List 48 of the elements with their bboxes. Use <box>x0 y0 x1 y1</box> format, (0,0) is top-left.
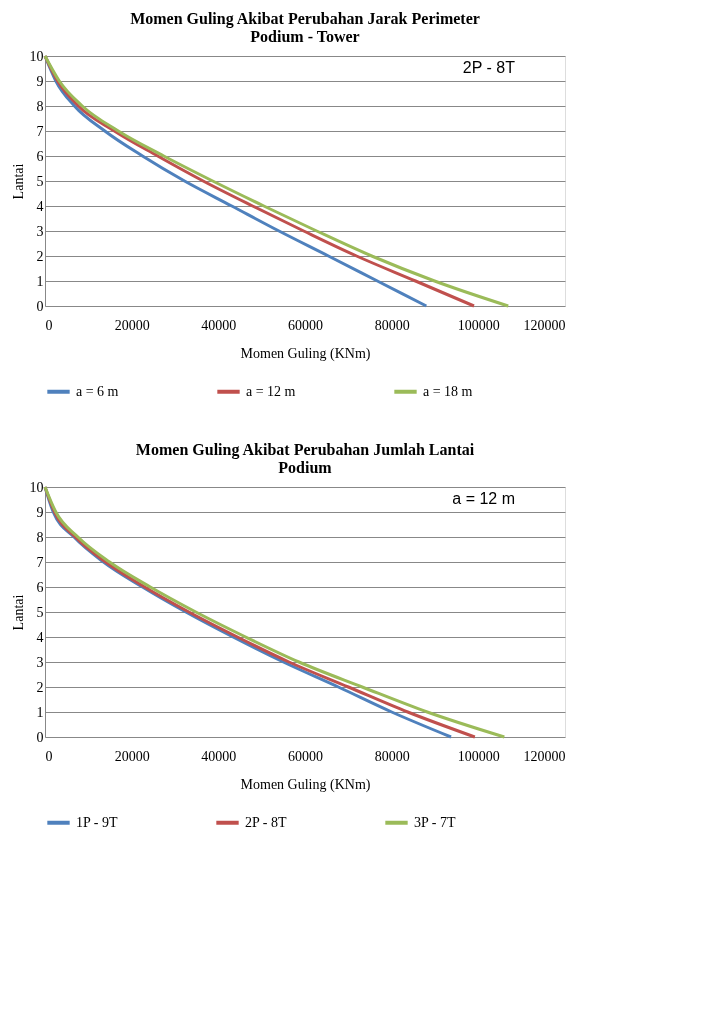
y-tick-label: 0 <box>36 298 44 314</box>
y-tick-label: 8 <box>36 98 44 114</box>
chart-title: Momen Guling Akibat Perubahan Jarak Perimeter Podium - Tower <box>130 10 480 45</box>
y-tick-label: 2 <box>36 679 44 695</box>
y-tick-label: 9 <box>36 73 44 89</box>
chart-title: Momen Guling Akibat Perubahan Jumlah Lantai Podium <box>135 441 475 476</box>
x-axis-title: Momen Guling (KNm) <box>240 345 371 362</box>
legend-label: a = 12 m <box>246 383 296 399</box>
annotation: 2P - 8T <box>462 59 516 76</box>
y-tick-label: 9 <box>36 504 44 520</box>
y-tick-label: 10 <box>29 48 44 64</box>
y-tick-label: 1 <box>36 273 44 289</box>
x-tick-label: 60000 <box>288 748 323 764</box>
x-tick-label: 40000 <box>201 748 237 764</box>
legend-label: a = 18 m <box>423 383 473 399</box>
legend-label: 3P - 7T <box>414 814 456 830</box>
y-tick-label: 6 <box>36 579 44 595</box>
x-tick-label: 120000 <box>523 748 566 764</box>
annotation: a = 12 m <box>452 490 515 507</box>
x-tick-label: 40000 <box>201 317 237 333</box>
y-tick-label: 5 <box>36 173 44 189</box>
x-tick-label: 100000 <box>457 748 500 764</box>
y-tick-label: 2 <box>36 248 44 264</box>
y-tick-label: 7 <box>36 123 44 139</box>
y-tick-label: 0 <box>36 729 44 745</box>
x-tick-label: 60000 <box>288 317 323 333</box>
y-axis-title: Lantai <box>10 163 26 200</box>
y-tick-label: 3 <box>36 223 44 239</box>
y-tick-label: 4 <box>36 629 44 645</box>
y-axis-title: Lantai <box>10 594 26 631</box>
legend-label: a = 6 m <box>76 383 119 399</box>
y-tick-label: 3 <box>36 654 44 670</box>
y-tick-label: 7 <box>36 554 44 570</box>
y-tick-label: 8 <box>36 529 44 545</box>
y-tick-label: 1 <box>36 704 44 720</box>
legend-label: 2P - 8T <box>245 814 287 830</box>
x-tick-label: 20000 <box>114 748 150 764</box>
x-tick-label: 120000 <box>523 317 566 333</box>
x-axis-title: Momen Guling (KNm) <box>240 776 371 793</box>
y-tick-label: 10 <box>29 479 44 495</box>
x-tick-label: 20000 <box>114 317 150 333</box>
legend-label: 1P - 9T <box>76 814 118 830</box>
y-tick-label: 6 <box>36 148 44 164</box>
y-tick-label: 4 <box>36 198 44 214</box>
x-tick-label: 80000 <box>374 317 410 333</box>
y-tick-label: 5 <box>36 604 44 620</box>
x-tick-label: 80000 <box>374 748 410 764</box>
x-tick-label: 100000 <box>457 317 500 333</box>
